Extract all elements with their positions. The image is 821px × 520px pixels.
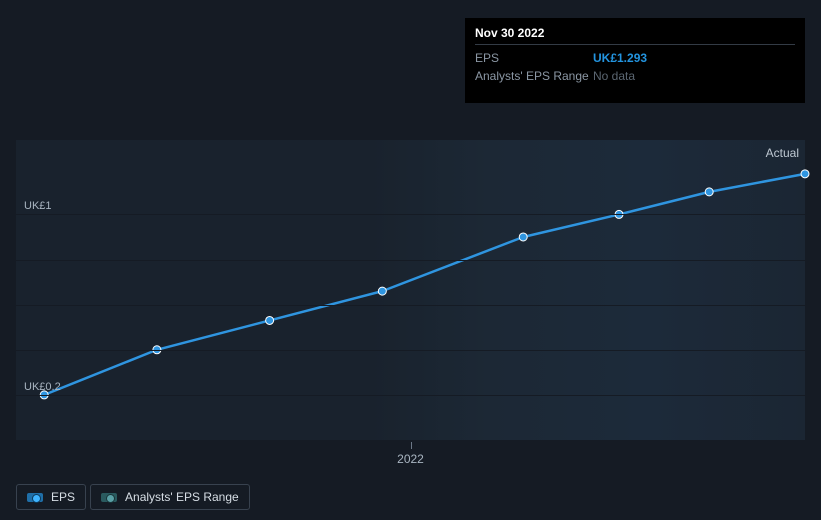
tooltip-value: No data (593, 67, 795, 85)
gridline (16, 260, 805, 261)
tooltip: Nov 30 2022 EPS UK£1.293 Analysts' EPS R… (465, 18, 805, 103)
gridline (16, 350, 805, 351)
gridline (16, 214, 805, 215)
gridline (16, 440, 805, 441)
tooltip-row-eps: EPS UK£1.293 (475, 49, 795, 67)
tooltip-value: UK£1.293 (593, 49, 795, 67)
gridline (16, 395, 805, 396)
tooltip-title: Nov 30 2022 (475, 26, 795, 45)
tooltip-key: EPS (475, 49, 593, 67)
x-label-2022: 2022 (397, 452, 424, 466)
plot-area[interactable]: Actual UK£1UK£0.2 (16, 140, 805, 440)
legend-item-range[interactable]: Analysts' EPS Range (90, 484, 250, 510)
x-tick (411, 442, 412, 449)
legend-swatch-eps (27, 493, 43, 502)
legend-label: Analysts' EPS Range (125, 490, 239, 504)
legend-item-eps[interactable]: EPS (16, 484, 86, 510)
gridline (16, 305, 805, 306)
tooltip-row-range: Analysts' EPS Range No data (475, 67, 795, 85)
legend-swatch-range (101, 493, 117, 502)
y-label: UK£0.2 (24, 381, 61, 395)
legend-label: EPS (51, 490, 75, 504)
legend: EPS Analysts' EPS Range (16, 484, 250, 510)
y-label: UK£1 (24, 200, 52, 214)
tooltip-key: Analysts' EPS Range (475, 67, 593, 85)
